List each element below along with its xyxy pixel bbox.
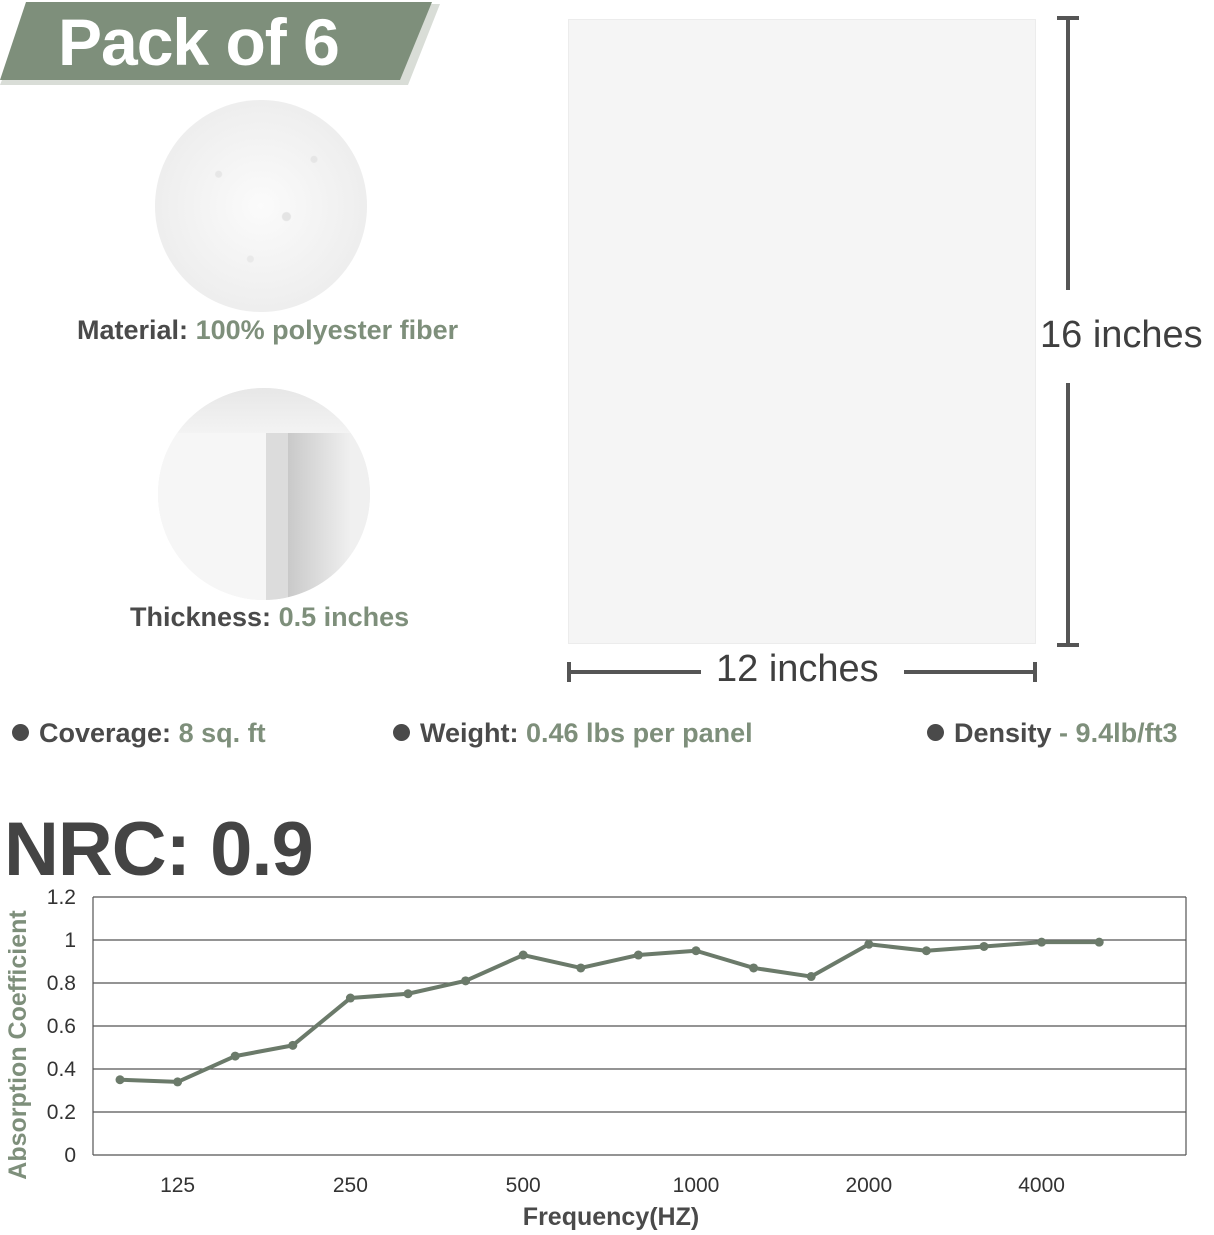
spec-coverage: Coverage: 8 sq. ft: [12, 718, 266, 749]
chart-data-point: [806, 972, 816, 982]
chart-series-line: [119, 940, 1100, 1084]
chart-y-tick-label: 1: [64, 929, 76, 952]
pack-count-text: Pack of 6: [58, 5, 340, 79]
chart-series: [115, 937, 1104, 1087]
chart-data-point: [633, 950, 643, 960]
chart-data-point: [173, 1077, 183, 1087]
bullet-icon: [927, 724, 944, 742]
chart-data-point: [749, 963, 759, 973]
density-value: 9.4lb/ft3: [1075, 718, 1178, 748]
chart-data-point: [864, 939, 874, 949]
chart-y-tick-label: 0.8: [47, 972, 76, 995]
height-dimension-line-bottom: [1066, 383, 1070, 645]
chart-data-point: [115, 1075, 125, 1085]
thickness-value: 0.5 inches: [278, 602, 410, 632]
chart-x-tick-label: 500: [506, 1174, 541, 1197]
chart-data-point: [576, 963, 586, 973]
thickness-label: Thickness:: [130, 602, 272, 632]
material-value: 100% polyester fiber: [195, 315, 459, 345]
chart-y-ticks: 0 0.2 0.4 0.6 0.8 1 1.2: [47, 886, 77, 1167]
chart-data-point: [1037, 937, 1047, 947]
width-dimension-line-right: [904, 670, 1036, 674]
density-label: Density: [954, 718, 1052, 748]
density-separator: -: [1051, 718, 1076, 748]
width-dimension-label: 12 inches: [716, 648, 879, 690]
pack-banner: [0, 2, 440, 85]
coverage-label: Coverage:: [39, 718, 172, 748]
chart-data-point: [345, 993, 355, 1003]
chart-x-tick-label: 2000: [845, 1174, 892, 1197]
chart-y-tick-label: 0.2: [47, 1101, 76, 1124]
panel-shadow: [288, 433, 370, 600]
chart-data-point: [403, 989, 413, 999]
chart-x-tick-label: 4000: [1018, 1174, 1065, 1197]
material-texture-image: [155, 100, 367, 312]
chart-y-tick-label: 0: [64, 1144, 76, 1167]
height-dimension-line-top: [1066, 18, 1070, 290]
chart-data-point: [979, 941, 989, 951]
panel-edge: [266, 433, 288, 600]
coverage-value: 8 sq. ft: [178, 718, 266, 748]
thickness-edge-image: [158, 388, 370, 600]
height-dimension-cap-bottom: [1057, 643, 1079, 647]
absorption-chart: 00.20.40.60.811.2 125 250 500 1000 2000 4000 …: [4, 886, 1187, 1231]
weight-label: Weight:: [420, 718, 519, 748]
acoustic-panel-image: [569, 20, 1035, 643]
height-dimension-label: 16 inches: [1040, 314, 1203, 356]
bullet-icon: [12, 724, 29, 742]
chart-x-tick-label: 125: [160, 1174, 195, 1197]
edge-background: [158, 388, 370, 433]
chart-y-tick-label: 0.6: [47, 1015, 76, 1038]
chart-data-point: [461, 976, 471, 986]
chart-y-tick-label: 0.4: [47, 1058, 77, 1081]
chart-data-point: [230, 1051, 240, 1061]
chart-grid: [92, 896, 1187, 1156]
chart-y-tick-label: 1.2: [47, 886, 76, 909]
panel-face: [158, 433, 266, 600]
spec-weight: Weight: 0.46 lbs per panel: [393, 718, 753, 749]
chart-data-point: [288, 1040, 298, 1050]
width-dimension-cap-right: [1033, 662, 1037, 682]
chart-data-point: [1094, 937, 1104, 947]
spec-density: Density - 9.4lb/ft3: [927, 718, 1178, 749]
bullet-icon: [393, 724, 410, 742]
chart-data-point: [921, 946, 931, 956]
chart-x-axis-label: Frequency(HZ): [523, 1203, 699, 1231]
chart-x-tick-label: 1000: [673, 1174, 720, 1197]
width-dimension-line-left: [569, 670, 701, 674]
chart-data-point: [518, 950, 528, 960]
chart-x-tick-label: 250: [333, 1174, 368, 1197]
weight-value: 0.46 lbs per panel: [526, 718, 753, 748]
chart-x-ticks: 125 250 500 1000 2000 4000: [160, 1174, 1065, 1197]
chart-y-axis-label: Absorption Coefficient: [4, 910, 32, 1180]
material-caption: Material: 100% polyester fiber: [77, 315, 458, 346]
thickness-caption: Thickness: 0.5 inches: [130, 602, 409, 633]
material-label: Material:: [77, 315, 189, 345]
chart-data-point: [691, 946, 701, 956]
nrc-title: NRC: 0.9: [4, 807, 314, 892]
